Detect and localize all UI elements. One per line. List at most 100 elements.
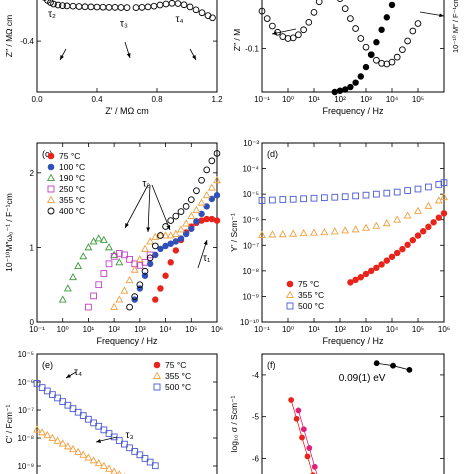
data-point	[321, 194, 328, 202]
panel-label: (c)	[42, 149, 53, 159]
data-point	[33, 380, 41, 387]
x-tick-label: 10³	[360, 95, 372, 104]
data-point	[336, 87, 344, 94]
panel-c-axes-frame	[36, 142, 218, 323]
data-point	[347, 83, 354, 91]
y-axis-label-right: 10⁻¹⁰ M″ / F⁻¹cm	[451, 0, 460, 53]
annotation-label: τ₄	[74, 367, 82, 378]
data-point	[289, 195, 297, 203]
data-point	[289, 229, 298, 237]
data-point	[399, 46, 406, 54]
data-point	[99, 235, 108, 243]
data-point	[161, 231, 170, 239]
data-point	[404, 187, 411, 194]
data-point	[310, 228, 318, 236]
x-tick-label: 10⁰	[57, 325, 69, 334]
data-point	[182, 219, 191, 227]
legend-label: 75 °C	[165, 360, 186, 370]
data-point	[368, 267, 375, 275]
data-point	[100, 426, 108, 434]
data-point	[192, 6, 200, 14]
x-tick-label: 10¹	[308, 95, 320, 104]
data-point	[208, 195, 216, 203]
legend-marker	[46, 173, 56, 182]
x-tick-label: 10⁴	[386, 325, 399, 334]
y-axis-label: log₁₀ σ / Scm⁻¹	[229, 395, 239, 452]
data-point	[258, 197, 266, 204]
data-point	[43, 387, 51, 395]
data-point	[310, 9, 318, 16]
legend-label: 355 °C	[298, 290, 324, 300]
x-axis-label: Z′ / MΩ cm	[105, 106, 148, 116]
data-point	[151, 462, 159, 470]
y-tick-label: 1	[30, 243, 35, 252]
data-point	[435, 181, 443, 188]
data-point	[141, 244, 149, 252]
data-point	[115, 295, 124, 303]
data-point	[146, 254, 154, 262]
data-point	[69, 272, 77, 281]
x-tick-label: 10³	[134, 325, 146, 334]
data-point	[135, 255, 144, 263]
y-tick-label: 10⁻⁷	[18, 406, 34, 415]
data-point	[84, 453, 93, 461]
data-point	[187, 196, 195, 204]
y-tick-label: 10⁻⁴	[242, 165, 259, 174]
data-point	[146, 237, 155, 245]
x-axis-label: Frequency / Hz	[96, 336, 158, 346]
data-point	[132, 4, 140, 11]
data-point	[388, 1, 396, 9]
data-point	[152, 251, 159, 259]
panel-b-axes-frame	[261, 0, 445, 93]
panel-e-axes-frame	[36, 353, 218, 474]
legend-label: 190 °C	[59, 173, 85, 183]
data-point	[258, 7, 266, 15]
data-point	[420, 228, 427, 235]
data-point	[53, 436, 62, 444]
data-point	[378, 26, 385, 33]
legend-label: 75 °C	[298, 279, 319, 289]
data-point	[404, 37, 411, 45]
data-point	[130, 265, 139, 273]
panel-a-nyquist-plot: 0.00.40.81.2-0.40.0Z′ / MΩ cmZ″ / MΩ cmτ…	[4, 0, 223, 116]
data-point	[284, 35, 292, 42]
y-tick-label: 10⁻⁸	[18, 434, 35, 443]
x-tick-label: 10⁵	[185, 325, 197, 334]
data-point	[63, 284, 72, 292]
data-point	[388, 253, 396, 260]
data-point	[172, 212, 180, 220]
x-tick-label: 10⁴	[386, 95, 399, 104]
x-tick-label: 10²	[334, 325, 346, 334]
data-point	[362, 270, 370, 278]
data-point	[300, 195, 307, 203]
data-point	[336, 0, 344, 3]
annotation-arrowhead	[126, 53, 131, 58]
x-tick-label: 10¹	[308, 325, 320, 334]
data-point	[48, 433, 57, 441]
data-point	[440, 179, 448, 186]
x-tick-label: 10⁶	[438, 325, 450, 334]
legend-label: 400 °C	[59, 206, 85, 216]
legend-label: 500 °C	[298, 301, 324, 311]
annotation-arrowhead	[125, 223, 129, 228]
data-point	[187, 211, 196, 220]
panel-b-frequency-plot: 10⁻¹ 10⁰ 10¹ 10² 10³ 10⁴ 10⁵ -0.1 Frequency / Hz…	[232, 0, 460, 116]
data-point	[49, 391, 56, 398]
data-point	[93, 3, 101, 11]
y-axis-label: Y′ / Scm⁻¹	[229, 213, 239, 252]
data-point	[182, 230, 190, 238]
y-tick-label: 10⁻⁹	[17, 462, 34, 471]
x-tick-label: 10⁻¹	[254, 325, 270, 334]
legend-label: 100 °C	[59, 162, 85, 172]
data-point	[362, 63, 370, 71]
data-point	[425, 183, 432, 191]
data-point	[141, 272, 149, 279]
data-point	[279, 196, 287, 203]
data-point	[131, 293, 139, 300]
data-point	[182, 203, 190, 210]
annotation-arrowhead	[66, 373, 71, 378]
data-point	[75, 3, 83, 10]
data-point	[125, 275, 134, 284]
data-point	[84, 243, 93, 251]
